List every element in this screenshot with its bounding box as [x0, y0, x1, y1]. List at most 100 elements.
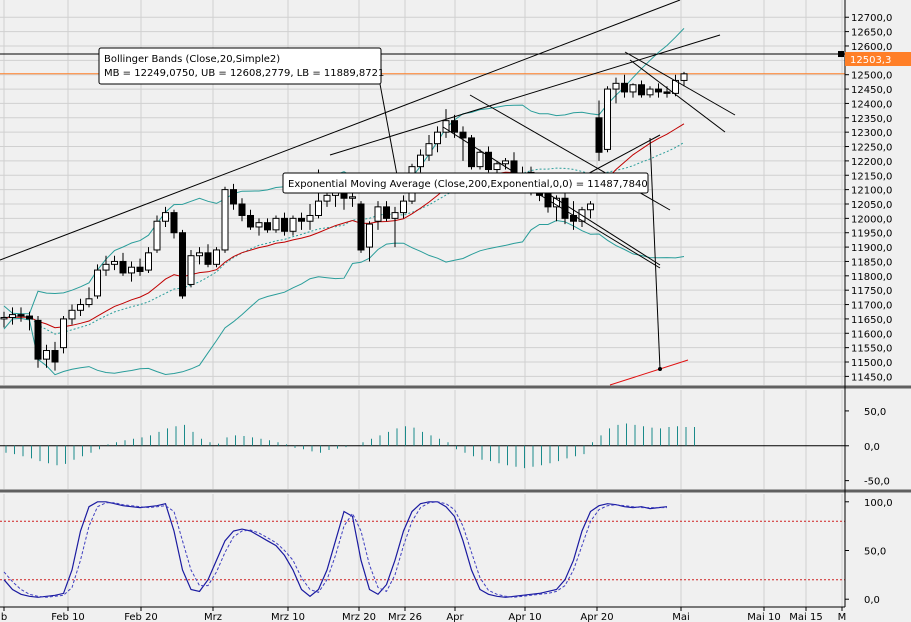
price-tick-label: 11850,0 [851, 257, 892, 268]
price-tick-label: 12450,0 [851, 85, 892, 96]
time-tick-label: Mai [672, 612, 690, 622]
candle-body [153, 220, 161, 251]
candle-body [247, 214, 254, 228]
time-tick-label: b [1, 612, 7, 622]
candle-body [306, 214, 314, 222]
candle-body [187, 255, 195, 285]
candle-body [51, 350, 59, 363]
candle-body [485, 151, 492, 171]
candle-body [366, 223, 373, 248]
resistance-handle [838, 51, 844, 58]
price-tick-label: 12700,0 [851, 13, 892, 24]
bollinger-annotation[interactable]: Bollinger Bands (Close,20,Simple2) MB = … [98, 47, 384, 85]
candle-body [221, 189, 229, 251]
candle-body [85, 298, 93, 306]
stoch-tick-label: 0,0 [864, 595, 880, 606]
candle-body [680, 73, 688, 81]
candle-body [621, 82, 628, 93]
candle-body [255, 222, 263, 228]
price-tick-label: 12500,0 [851, 71, 892, 82]
stoch-tick-label: 100,0 [864, 498, 893, 509]
bollinger-annotation-line2: MB = 12249,0750, UB = 12608,2779, LB = 1… [104, 68, 384, 79]
price-tick-label: 12250,0 [851, 143, 892, 154]
trend-line [0, 0, 681, 261]
hist-tick-label: -50,0 [864, 477, 890, 488]
candle-body [587, 203, 594, 211]
candle-body [561, 197, 569, 219]
candle-body [196, 252, 203, 257]
bollinger-annotation-line1: Bollinger Bands (Close,20,Simple2) [104, 54, 280, 65]
stochastic-k-line [3, 501, 668, 598]
candle-body [612, 82, 620, 90]
hist-tick-label: 50,0 [864, 407, 886, 418]
candle-body [272, 217, 280, 231]
candle-body [383, 206, 390, 219]
candle-body [264, 222, 271, 231]
candle-body [315, 200, 322, 216]
candle-body [136, 266, 144, 273]
price-tick-label: 12100,0 [851, 186, 892, 197]
candle-body [162, 212, 169, 222]
trend-line [629, 59, 726, 133]
candle-body [629, 84, 637, 93]
candle-body [289, 217, 297, 232]
candle-body [34, 319, 42, 360]
time-tick-label: Apr [446, 612, 464, 622]
price-tick-label: 11750,0 [851, 286, 892, 297]
candle-body [213, 249, 220, 265]
bollinger-upper-band [3, 28, 685, 315]
candle-body [204, 252, 212, 265]
candle-body [119, 260, 127, 274]
histogram-panel[interactable] [0, 423, 845, 469]
price-tick-label: 12050,0 [851, 200, 892, 211]
candle-body [400, 200, 407, 214]
candle-body [646, 88, 654, 96]
candle-body [442, 120, 450, 133]
price-tick-label: 11950,0 [851, 229, 892, 240]
ema-annotation-anchor [658, 367, 662, 371]
candle-body [357, 203, 365, 251]
time-tick-label: M [838, 612, 847, 622]
ema-annotation-leader [649, 137, 661, 370]
trend-line [442, 126, 661, 266]
ema-200-line [609, 359, 689, 386]
candle-body [468, 137, 475, 168]
time-tick-label: Feb 10 [51, 612, 85, 622]
time-tick-label: Mai 10 [747, 612, 780, 622]
candle-body [391, 212, 399, 219]
current-price-badge [845, 52, 911, 66]
candle-body [425, 143, 433, 156]
candle-body [77, 304, 84, 311]
candle-body [493, 163, 501, 171]
price-tick-label: 11500,0 [851, 358, 892, 369]
candle-body [179, 232, 186, 297]
trend-line [579, 134, 661, 179]
candle-body [323, 194, 331, 202]
time-tick-label: Apr 20 [580, 612, 613, 622]
candle-body [111, 260, 118, 265]
candle-body [43, 350, 50, 360]
candle-body [451, 120, 458, 133]
candle-body [655, 88, 662, 93]
candle-body [595, 117, 603, 153]
price-tick-label: 12600,0 [851, 42, 892, 53]
candle-body [68, 309, 76, 320]
candle-body [638, 84, 645, 96]
stochastic-panel[interactable] [0, 501, 845, 598]
ema-annotation[interactable]: Exponential Moving Average (Close,200,Ex… [282, 172, 649, 194]
current-price-label: 12503,3 [850, 55, 891, 66]
ema-annotation-text: Exponential Moving Average (Close,200,Ex… [288, 179, 648, 190]
candle-body [374, 206, 382, 222]
time-tick-label: Apr 10 [508, 612, 541, 622]
candle-body [128, 266, 135, 274]
trend-line [329, 34, 721, 156]
price-tick-label: 11600,0 [851, 329, 892, 340]
candle-body [145, 252, 152, 271]
bollinger-annotation-leader [379, 83, 398, 176]
candle-body [17, 314, 25, 317]
candle-body [476, 151, 484, 168]
candle-body [9, 314, 16, 318]
candle-body [94, 269, 101, 297]
